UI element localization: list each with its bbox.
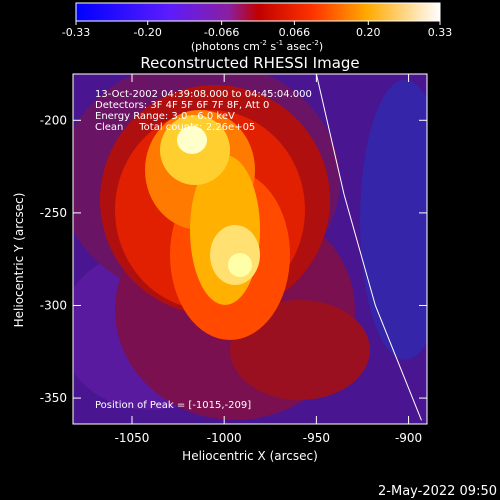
x-tick-label: -1050 (115, 431, 150, 445)
annotation-detectors: Detectors: 3F 4F 5F 6F 7F 8F, Att 0 (95, 100, 269, 111)
colorbar-tick-label: -0.066 (204, 26, 239, 39)
heatmap-image (73, 74, 427, 424)
y-tick-label: -250 (40, 206, 67, 220)
colorbar-tick-label: 0.066 (279, 26, 311, 39)
axis-ticks: -1050 -1000 -950 -900 -200 -250 -300 -350 (40, 74, 427, 445)
colorbar-tick-label: 0.20 (356, 26, 381, 39)
chart-title: Reconstructed RHESSI Image (140, 54, 359, 72)
annotation-block: 13-Oct-2002 04:39:08.000 to 04:45:04.000… (95, 89, 312, 411)
annotation-time-range: 13-Oct-2002 04:39:08.000 to 04:45:04.000 (95, 89, 312, 100)
footer-timestamp: 2-May-2022 09:50 (378, 484, 497, 499)
solar-limb-curve (315, 74, 422, 421)
annotation-energy-range: Energy Range: 3.0 - 6.0 keV (95, 111, 235, 122)
colorbar-ticks: -0.33 -0.20 -0.066 0.066 0.20 0.33 (62, 21, 452, 39)
y-tick-label: -350 (40, 391, 67, 405)
svg-text:(photons cm-2 s-1 asec-2): (photons cm-2 s-1 asec-2) (191, 39, 323, 53)
x-axis-label: Heliocentric X (arcsec) (182, 449, 318, 463)
x-tick-label: -1000 (207, 431, 242, 445)
y-axis-label: Heliocentric Y (arcsec) (12, 193, 26, 328)
colorbar-tick-label: -0.20 (133, 26, 161, 39)
colorbar-tick-label: -0.33 (62, 26, 90, 39)
colorbar-tick-label: 0.33 (428, 26, 453, 39)
annotation-peak-position: Position of Peak = [-1015,-209] (95, 400, 251, 411)
x-tick-label: -950 (303, 431, 330, 445)
annotation-clean-counts: Clean Total counts: 2.26e+05 (95, 122, 255, 133)
plot-frame (72, 73, 428, 425)
x-tick-label: -900 (395, 431, 422, 445)
colorbar-units-label: (photons cm-2 s-1 asec-2) (191, 39, 323, 53)
y-tick-label: -300 (40, 298, 67, 312)
y-tick-label: -200 (40, 113, 67, 127)
colorbar (75, 2, 441, 22)
